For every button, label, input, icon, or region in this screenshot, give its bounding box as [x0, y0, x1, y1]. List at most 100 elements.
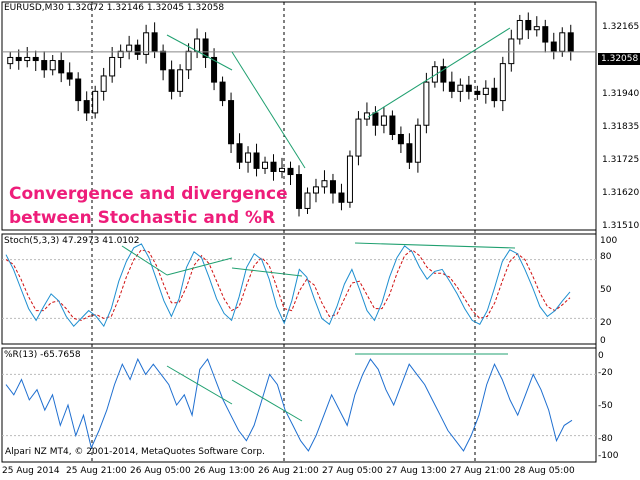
candle-body — [380, 115, 387, 126]
candle-body — [550, 41, 557, 52]
main-header: EURUSD,M30 1.32072 1.32146 1.32045 1.320… — [4, 3, 225, 13]
candle-body — [304, 192, 311, 209]
current-price-tag: 1.32058 — [598, 53, 640, 65]
candle-body — [109, 56, 116, 77]
price-tick-1: 1.32165 — [602, 22, 640, 32]
time-tick-6: 27 Aug 05:00 — [322, 466, 383, 476]
candle-body — [355, 118, 362, 157]
candle-body — [423, 81, 430, 126]
time-tick-3: 26 Aug 05:00 — [130, 466, 191, 476]
price-tick-4: 1.31725 — [602, 155, 640, 165]
candle-body — [253, 152, 260, 169]
wpr-tick-50: -50 — [598, 401, 613, 411]
candle-body — [491, 87, 498, 102]
candle-body — [75, 78, 82, 102]
candle-body — [228, 100, 235, 145]
price-trendline-2 — [231, 51, 306, 169]
candle-body — [32, 56, 39, 62]
candle-body — [66, 72, 73, 80]
candle-body — [559, 32, 566, 52]
candle-body — [100, 75, 107, 92]
wpr-line — [5, 357, 573, 452]
time-tick-1: 25 Aug 2014 — [2, 466, 60, 476]
candle-body — [83, 100, 90, 114]
candle-body — [202, 38, 209, 58]
candle-body — [482, 87, 489, 95]
stoch-main-line — [5, 243, 571, 328]
candle-body — [542, 26, 549, 43]
candle-body — [465, 84, 472, 92]
candle-body — [262, 161, 269, 169]
stoch-tick-0: 0 — [600, 336, 606, 346]
time-tick-7: 27 Aug 13:00 — [386, 466, 447, 476]
candle-body — [372, 112, 379, 126]
candle-body — [457, 84, 464, 92]
stoch-tick-20: 20 — [600, 318, 612, 328]
candle-body — [134, 44, 141, 55]
candle-body — [533, 26, 540, 31]
candle-body — [92, 90, 99, 114]
candle-body — [49, 60, 56, 71]
time-tick-2: 25 Aug 21:00 — [66, 466, 127, 476]
price-tick-3: 1.31835 — [602, 122, 640, 132]
candle-body — [397, 133, 404, 145]
candle-body — [295, 174, 302, 209]
candle-body — [414, 124, 421, 163]
time-tick-8: 27 Aug 21:00 — [450, 466, 511, 476]
price-tick-6: 1.31510 — [602, 221, 640, 231]
candle-body — [440, 66, 447, 83]
price-tick-2: 1.31940 — [602, 89, 640, 99]
stoch-trendline-1 — [121, 245, 168, 276]
candle-body — [474, 90, 481, 95]
annotation-line-1: Convergence and divergence — [9, 184, 288, 204]
stoch-tick-80: 80 — [600, 252, 612, 262]
candle-body — [177, 69, 184, 92]
copyright-text: Alpari NZ MT4, © 2001-2014, MetaQuotes S… — [5, 447, 265, 457]
stoch-trendline-3 — [231, 267, 303, 277]
candle-body — [567, 32, 574, 52]
candle-body — [431, 66, 438, 83]
candle-body — [15, 56, 22, 62]
candle-body — [516, 19, 523, 40]
time-tick-5: 26 Aug 21:00 — [258, 466, 319, 476]
wpr-tick-80: -80 — [598, 434, 613, 444]
candle-body — [160, 50, 167, 71]
wpr-tick-100: -100 — [598, 451, 619, 461]
candle-body — [338, 192, 345, 203]
candle-body — [7, 56, 14, 65]
stoch-signal-line — [5, 249, 571, 321]
candle-body — [279, 167, 286, 172]
price-tick-5: 1.31620 — [602, 188, 640, 198]
price-trendline-1 — [166, 34, 233, 71]
wpr-trendline-2 — [231, 379, 303, 422]
stoch-trendline-4 — [354, 242, 516, 249]
candle-body — [219, 81, 226, 102]
candle-body — [143, 32, 150, 55]
candle-body — [287, 167, 294, 176]
stoch-tick-50: 50 — [600, 285, 612, 295]
candle-body — [312, 186, 319, 194]
candle-body — [329, 180, 336, 194]
candle-body — [346, 155, 353, 203]
candle-body — [41, 60, 48, 71]
price-trendline-3 — [367, 27, 511, 118]
candle-body — [58, 60, 65, 74]
candle-body — [126, 44, 133, 52]
candle-body — [185, 50, 192, 71]
candle-body — [270, 161, 277, 172]
candle-body — [321, 180, 328, 188]
wpr-header: %R(13) -65.7658 — [4, 350, 81, 360]
time-tick-9: 28 Aug 05:00 — [514, 466, 575, 476]
candle-body — [151, 32, 158, 52]
time-tick-4: 26 Aug 13:00 — [194, 466, 255, 476]
candle-body — [24, 56, 31, 62]
stoch-trendline-2 — [166, 257, 233, 276]
candle-body — [245, 152, 252, 163]
candle-body — [448, 81, 455, 92]
candle-body — [194, 38, 201, 52]
candle-body — [211, 56, 218, 83]
candle-body — [508, 38, 515, 65]
wpr-trendline-1 — [166, 365, 233, 405]
